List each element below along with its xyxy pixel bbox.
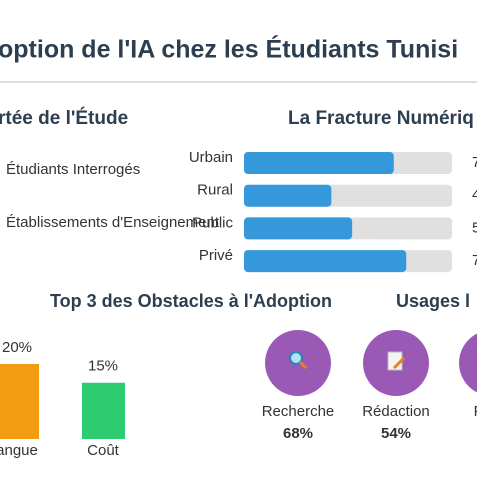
icon [298,360,308,370]
usage-icon-bg [459,333,477,393]
value-label: 20% [2,339,32,356]
bar [0,364,39,439]
bar-label: Public [192,214,233,231]
section-title: Usages l [396,291,470,311]
section-title: La Fracture Numériq [288,108,474,129]
value-label: 15% [88,358,118,375]
bar [82,382,125,439]
category-label: Coût [87,442,120,459]
study-item: Étudiants Interrogés [6,161,140,178]
study-item: Établissements d'Enseignement [6,214,220,231]
icon [392,356,406,370]
section-title: Top 3 des Obstacles à l'Adoption [50,291,332,311]
usage-value: 54% [381,425,411,442]
usage-label: Progr [474,403,477,420]
bar-label: Rural [197,182,233,199]
bar [244,217,353,240]
usage-value: 68% [283,425,313,442]
title: option de l'IA chez les Étudiants Tunisi [0,35,458,64]
bar [244,184,332,207]
value-label: 78% [472,252,477,269]
icon [289,351,303,365]
usage-label: Recherche [262,403,335,420]
usage-label: Rédaction [362,403,430,420]
bar [244,152,394,174]
category-label: angue [0,442,38,459]
value-label: 72% [472,154,477,171]
value-label: 42% [472,187,477,204]
bar [244,250,407,273]
bar-label: Privé [199,247,233,264]
bar-label: Urbain [189,149,233,166]
value-label: 52% [472,219,477,236]
section-title: rtée de l'Étude [0,107,128,129]
